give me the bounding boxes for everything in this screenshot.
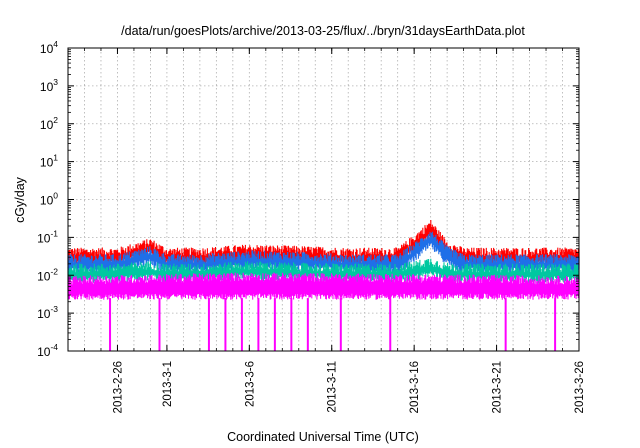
y-tick-label: 104 [40, 39, 58, 56]
y-tick-label: 100 [40, 191, 58, 208]
x-tick-label: 2013-3-21 [492, 361, 504, 413]
x-tick-label: 2013-2-26 [112, 361, 124, 413]
x-axis-label: Coordinated Universal Time (UTC) [227, 430, 419, 444]
chart-title: /data/run/goesPlots/archive/2013-03-25/f… [121, 24, 525, 38]
grid [67, 48, 580, 351]
x-tick-label: 2013-3-26 [574, 361, 586, 413]
y-tick-label: 103 [40, 77, 58, 94]
y-tick-label: 10-2 [37, 266, 58, 283]
y-tick-label: 10-4 [37, 342, 58, 359]
y-tick-label: 102 [40, 115, 58, 132]
plot-series [67, 220, 580, 351]
y-tick-label: 10-1 [37, 228, 58, 245]
x-tick-label: 2013-3-1 [162, 361, 174, 407]
y-tick-label: 101 [40, 153, 58, 170]
y-tick-label: 10-3 [37, 304, 58, 321]
x-ticks: 2013-2-26 2013-3-1 2013-3-6 2013-3-11 2013-3… [67, 48, 586, 413]
y-axis-label: cGy/day [13, 176, 27, 223]
x-tick-label: 2013-3-6 [244, 361, 256, 407]
x-tick-label: 2013-3-11 [327, 361, 339, 413]
y-ticks: 10-4 10-3 10-2 10-1 100 101 102 103 104 [37, 39, 579, 359]
x-tick-label: 2013-3-16 [409, 361, 421, 413]
